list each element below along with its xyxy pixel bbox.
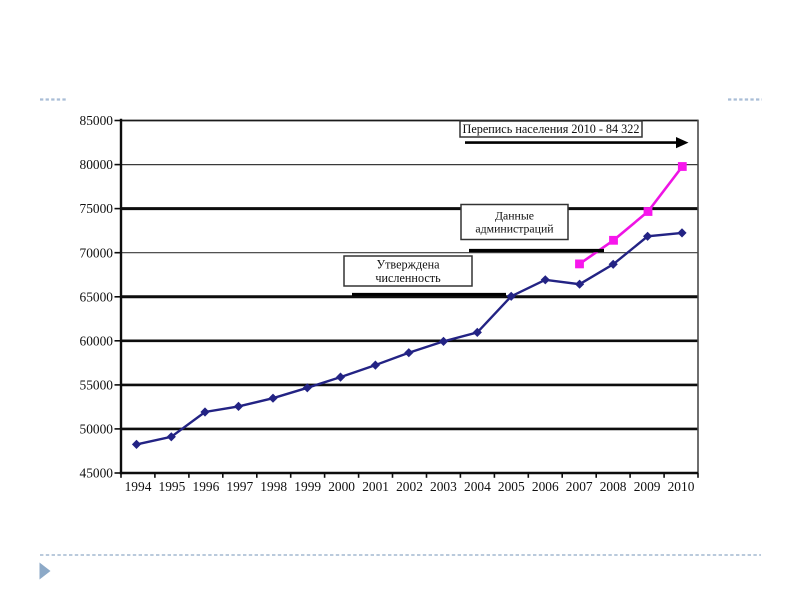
svg-text:50000: 50000 xyxy=(80,422,114,437)
svg-text:2008: 2008 xyxy=(600,479,627,494)
svg-text:2001: 2001 xyxy=(362,479,389,494)
svg-text:2010: 2010 xyxy=(668,479,695,494)
svg-text:75000: 75000 xyxy=(80,201,114,216)
svg-text:60000: 60000 xyxy=(80,333,114,348)
svg-text:1996: 1996 xyxy=(193,479,220,494)
svg-text:2004: 2004 xyxy=(464,479,491,494)
svg-text:численность: численность xyxy=(375,271,441,285)
svg-text:Утверждена: Утверждена xyxy=(376,257,440,271)
svg-text:2009: 2009 xyxy=(634,479,661,494)
svg-text:1994: 1994 xyxy=(125,479,152,494)
svg-text:Перепись населения 2010 - 84 3: Перепись населения 2010 - 84 322 xyxy=(463,122,640,136)
svg-text:55000: 55000 xyxy=(80,378,114,393)
svg-text:2003: 2003 xyxy=(430,479,457,494)
svg-text:Данные: Данные xyxy=(495,209,534,223)
svg-text:2005: 2005 xyxy=(498,479,525,494)
svg-text:1998: 1998 xyxy=(260,479,287,494)
svg-text:45000: 45000 xyxy=(80,466,114,481)
svg-text:2002: 2002 xyxy=(396,479,423,494)
svg-text:1995: 1995 xyxy=(159,479,186,494)
svg-text:1999: 1999 xyxy=(294,479,321,494)
svg-text:2007: 2007 xyxy=(566,479,593,494)
svg-text:2006: 2006 xyxy=(532,479,559,494)
svg-text:85000: 85000 xyxy=(80,113,114,128)
svg-text:1997: 1997 xyxy=(226,479,253,494)
svg-text:80000: 80000 xyxy=(80,157,114,172)
svg-text:2000: 2000 xyxy=(328,479,355,494)
svg-text:администраций: администраций xyxy=(475,221,554,235)
svg-text:70000: 70000 xyxy=(80,245,114,260)
svg-text:65000: 65000 xyxy=(80,289,114,304)
